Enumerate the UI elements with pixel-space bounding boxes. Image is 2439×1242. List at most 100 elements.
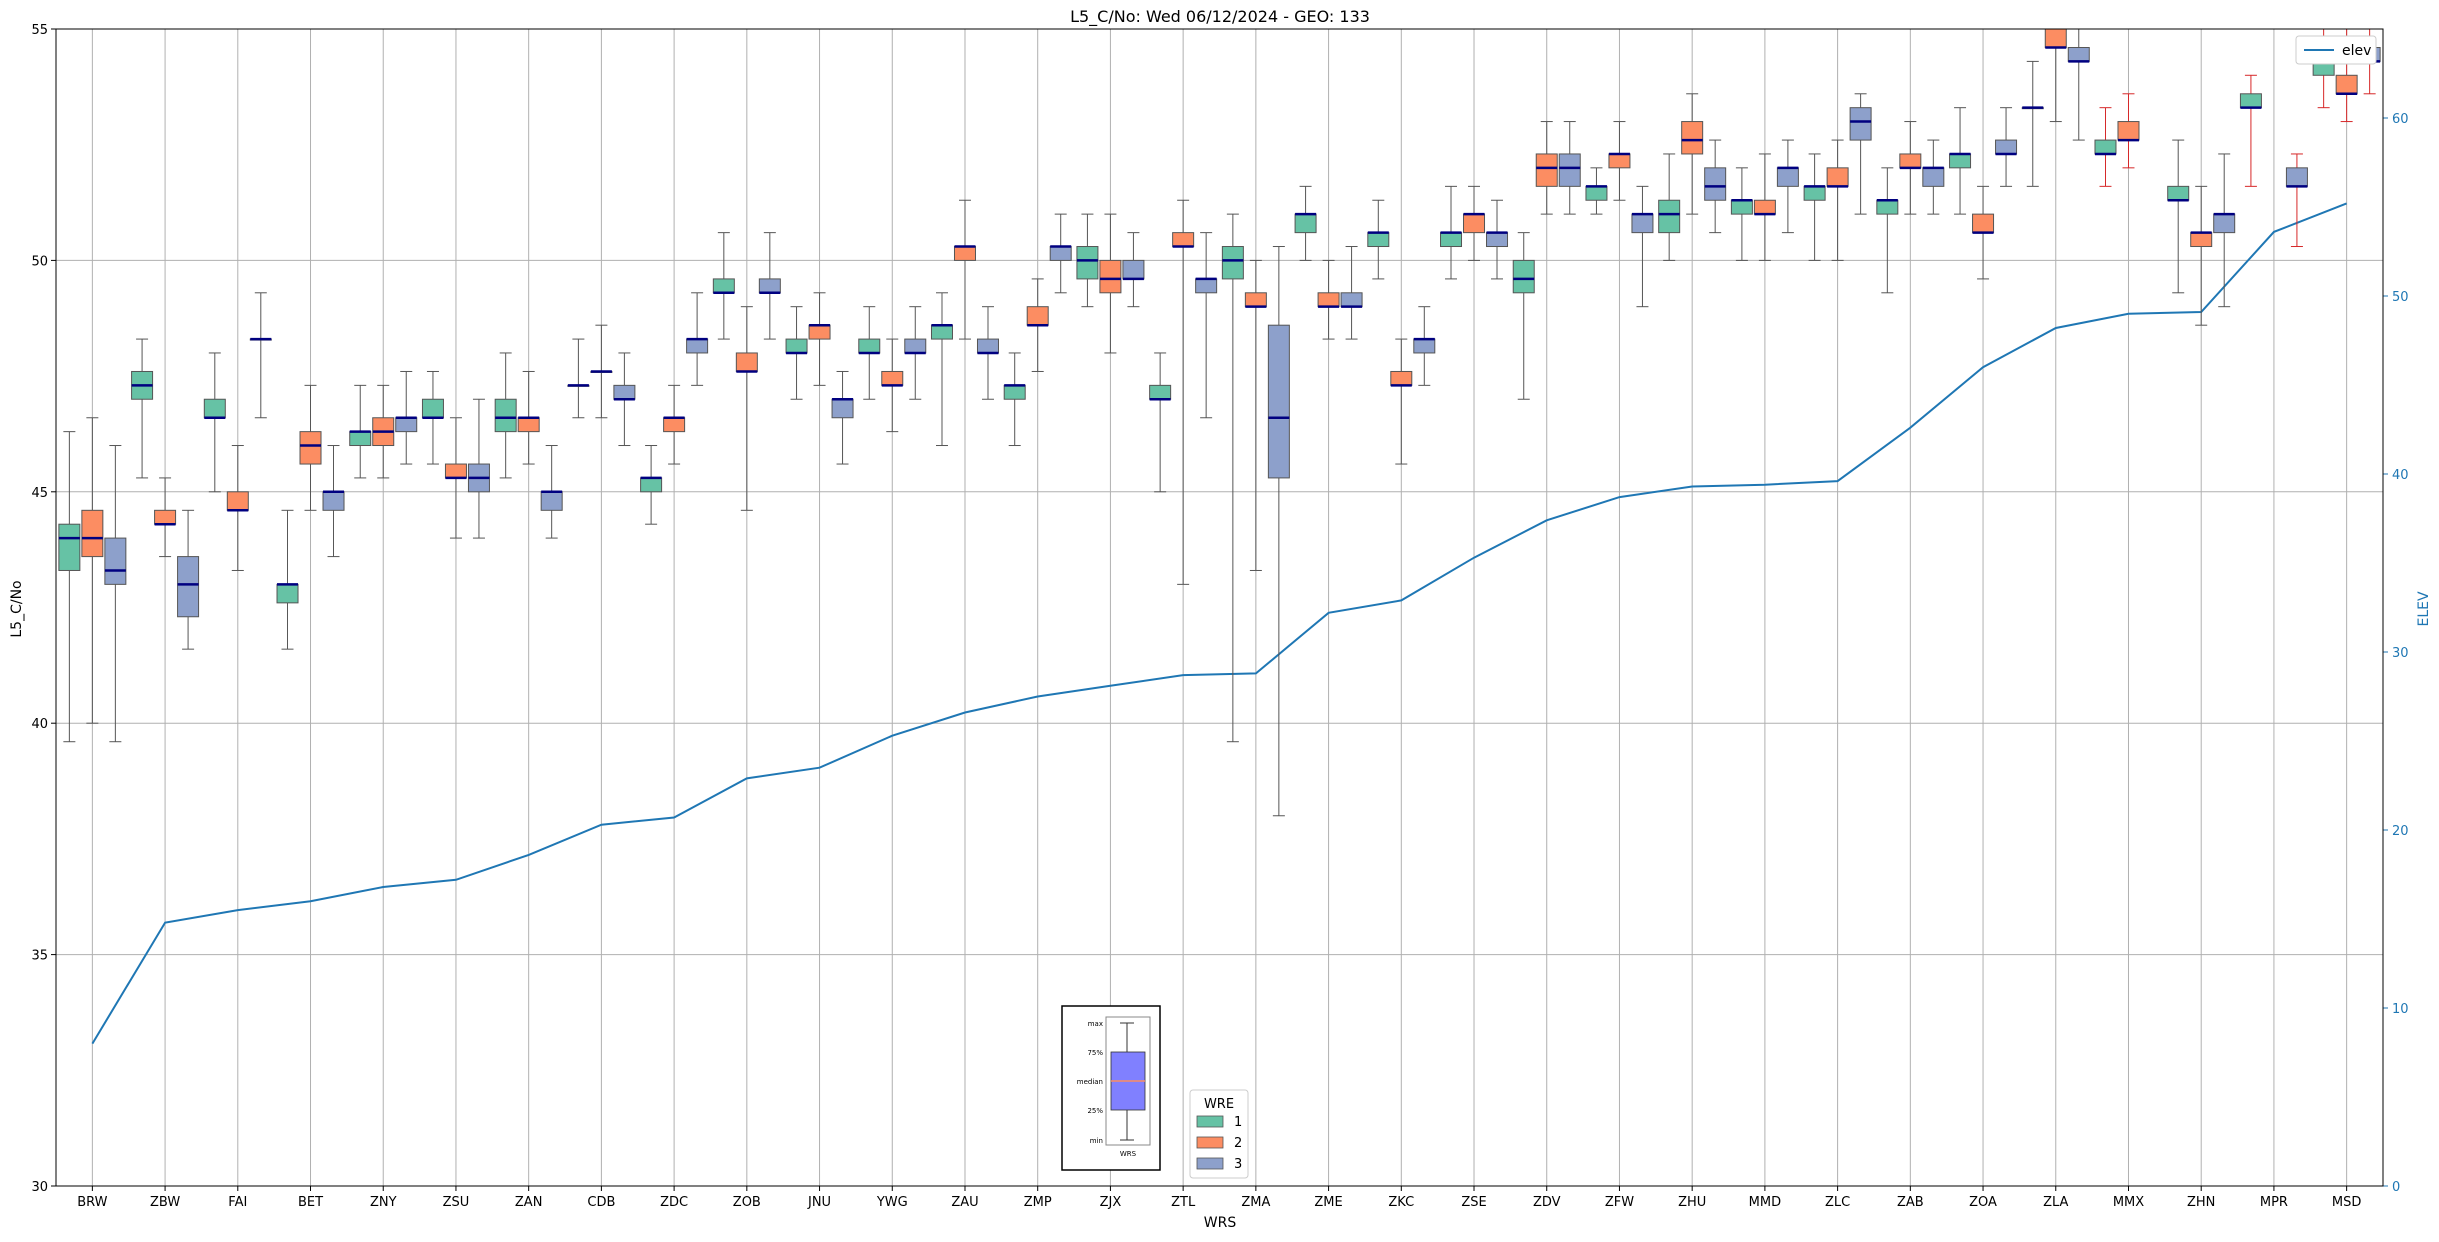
box-fai-wre1 xyxy=(203,352,226,493)
box-iqr xyxy=(1535,153,1558,187)
box-zab-wre1 xyxy=(1876,167,1899,294)
box-zau-wre2 xyxy=(953,199,976,340)
box-iqr xyxy=(322,491,345,511)
box-iqr xyxy=(177,556,200,618)
x-tick-label: ZBW xyxy=(150,1195,180,1210)
box-brw-wre3 xyxy=(104,445,127,743)
box-zmp-wre1 xyxy=(1003,352,1026,447)
x-tick-label: MSD xyxy=(2332,1195,2361,1210)
wre-legend-swatch xyxy=(1196,1115,1224,1128)
x-tick-label: ZTL xyxy=(1171,1195,1196,1210)
key-inset-label: median xyxy=(1077,1078,1103,1086)
y2-tick-label: 10 xyxy=(2392,1002,2409,1017)
box-zsu-wre3 xyxy=(467,398,490,539)
box-mpr-wre1 xyxy=(2239,74,2262,187)
x-tick-label: ZAU xyxy=(951,1195,978,1210)
box-zkc-wre3 xyxy=(1413,306,1436,386)
box-iqr xyxy=(1340,292,1363,308)
box-fai-wre3 xyxy=(249,292,272,419)
box-zbw-wre1 xyxy=(131,338,154,479)
box-cdb-wre2 xyxy=(590,324,613,419)
box-zny-wre3 xyxy=(395,370,418,465)
x-tick-label: ZAN xyxy=(515,1195,543,1210)
box-zma-wre3 xyxy=(1267,246,1290,817)
y-axis-label: L5_C/No xyxy=(9,580,25,637)
x-tick-label: ZSE xyxy=(1461,1195,1486,1210)
box-iqr xyxy=(831,398,854,419)
wre-legend-label: 2 xyxy=(1234,1136,1242,1151)
box-iqr xyxy=(1972,213,1995,234)
box-fai-wre2 xyxy=(226,445,249,571)
y2-tick-label: 60 xyxy=(2392,112,2409,127)
box-iqr xyxy=(1076,246,1099,280)
box-zan-wre2 xyxy=(517,370,540,465)
x-tick-label: ZLC xyxy=(1825,1195,1850,1210)
box-iqr xyxy=(1849,107,1872,141)
box-iqr xyxy=(976,338,999,354)
box-iqr xyxy=(1730,199,1753,215)
box-zbw-wre2 xyxy=(154,477,177,558)
box-iqr xyxy=(81,509,104,558)
box-iqr xyxy=(735,352,758,372)
x-tick-label: YWG xyxy=(876,1195,908,1210)
box-zmp-wre2 xyxy=(1026,278,1049,372)
box-iqr xyxy=(2044,28,2067,49)
box-zob-wre1 xyxy=(712,232,735,340)
box-iqr xyxy=(1753,199,1776,215)
box-iqr xyxy=(881,370,904,386)
box-iqr xyxy=(1172,232,1195,248)
elev-legend-frame xyxy=(2295,35,2377,65)
wre-legend-swatch xyxy=(1196,1136,1224,1149)
box-zdv-wre2 xyxy=(1535,121,1558,215)
box-iqr xyxy=(494,398,517,433)
box-iqr xyxy=(2117,121,2140,141)
box-iqr xyxy=(1608,153,1631,169)
wre-legend-label: 3 xyxy=(1234,1157,1242,1172)
box-mmx-wre2 xyxy=(2117,93,2140,169)
box-msd-wre2 xyxy=(2335,28,2358,123)
box-iqr xyxy=(858,338,881,354)
x-tick-label: MMX xyxy=(2113,1195,2144,1210)
x-tick-label: ZMP xyxy=(1024,1195,1052,1210)
box-zhu-wre3 xyxy=(1704,139,1727,234)
y2-tick-label: 50 xyxy=(2392,290,2409,305)
box-zme-wre3 xyxy=(1340,246,1363,340)
box-mmd-wre3 xyxy=(1776,139,1799,234)
x-tick-label: ZSU xyxy=(443,1195,470,1210)
box-iqr xyxy=(712,278,735,294)
y-tick-label: 55 xyxy=(31,23,48,38)
box-iqr xyxy=(1149,384,1172,400)
box-brw-wre1 xyxy=(58,431,81,743)
box-iqr xyxy=(2213,213,2236,234)
box-mpr-wre3 xyxy=(2285,153,2308,248)
box-iqr xyxy=(1826,167,1849,187)
wre-legend-swatch xyxy=(1196,1157,1224,1170)
box-iqr xyxy=(663,417,686,433)
box-iqr xyxy=(1776,167,1799,187)
elev-legend: elev xyxy=(2295,35,2377,65)
box-zdc-wre1 xyxy=(640,445,663,525)
box-iqr xyxy=(2167,185,2190,201)
box-ywg-wre3 xyxy=(904,306,927,400)
box-iqr xyxy=(1195,278,1218,294)
box-mmd-wre1 xyxy=(1730,167,1753,261)
box-jnu-wre1 xyxy=(785,306,808,400)
box-iqr xyxy=(1003,384,1026,400)
y2-axis-label: ELEV xyxy=(2416,591,2432,626)
box-iqr xyxy=(904,338,927,354)
box-iqr xyxy=(1390,370,1413,386)
box-zab-wre2 xyxy=(1899,121,1922,215)
box-iqr xyxy=(1413,338,1436,354)
box-zsu-wre2 xyxy=(444,417,467,539)
box-zny-wre1 xyxy=(349,384,372,479)
box-iqr xyxy=(154,509,177,525)
box-iqr xyxy=(1367,232,1390,248)
box-zny-wre2 xyxy=(372,384,395,479)
box-zjx-wre3 xyxy=(1122,232,1145,308)
elevation-line xyxy=(91,202,2347,1045)
box-iqr xyxy=(395,417,418,433)
box-iqr xyxy=(930,324,953,340)
box-iqr xyxy=(1317,292,1340,308)
box-zme-wre2 xyxy=(1317,259,1340,340)
